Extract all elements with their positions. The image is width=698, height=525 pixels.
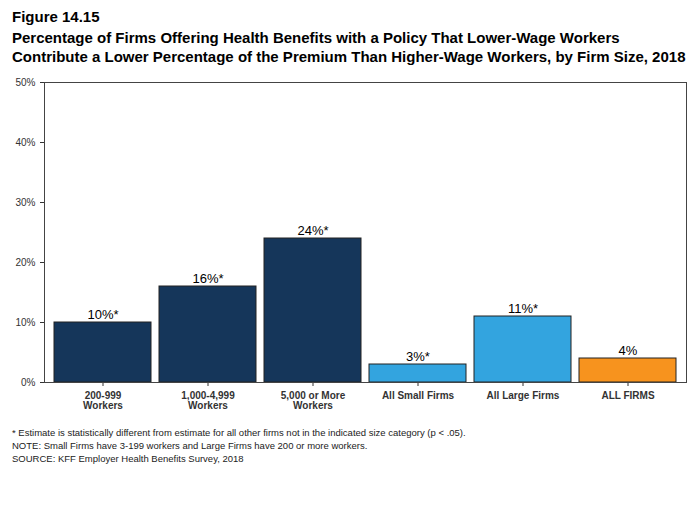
svg-text:30%: 30% xyxy=(15,197,35,208)
svg-text:16%*: 16%* xyxy=(192,271,223,286)
svg-text:40%: 40% xyxy=(15,137,35,148)
html-text:NOTE: Small Firms have 3-199 w: NOTE: Small Firms have 3-199 workers and… xyxy=(12,440,368,451)
svg-text:1,000-4,999Workers: 1,000-4,999Workers xyxy=(181,390,235,411)
svg-text:24%*: 24%* xyxy=(297,223,328,238)
svg-text:All Large Firms: All Large Firms xyxy=(487,390,560,401)
svg-text:ALL FIRMS: ALL FIRMS xyxy=(601,390,654,401)
svg-text:10%: 10% xyxy=(15,317,35,328)
svg-text:20%: 20% xyxy=(15,257,35,268)
svg-text:4%: 4% xyxy=(619,343,638,358)
html-text:Percentage of Firms Offering H: Percentage of Firms Offering Health Bene… xyxy=(12,29,686,65)
svg-text:All Small Firms: All Small Firms xyxy=(382,390,455,401)
svg-text:10%*: 10%* xyxy=(87,307,118,322)
svg-text:0%: 0% xyxy=(21,377,36,388)
svg-text:3%*: 3%* xyxy=(406,349,430,364)
html-text:SOURCE: KFF Employer Health Be: SOURCE: KFF Employer Health Benefits Sur… xyxy=(12,453,244,464)
svg-text:5,000 or MoreWorkers: 5,000 or MoreWorkers xyxy=(281,390,346,411)
html-text:Figure 14.15: Figure 14.15 xyxy=(12,8,100,25)
svg-text:11%*: 11%* xyxy=(508,301,538,316)
html-text:* Estimate is statistically di: * Estimate is statistically different fr… xyxy=(12,427,466,438)
svg-text:50%: 50% xyxy=(15,77,35,88)
svg-text:200-999Workers: 200-999Workers xyxy=(83,390,123,411)
